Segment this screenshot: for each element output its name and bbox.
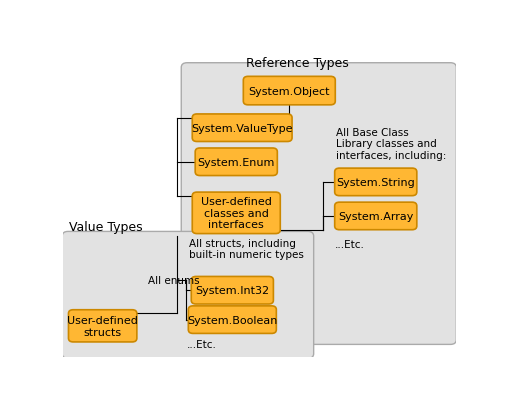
Text: System.Array: System.Array	[338, 211, 413, 221]
FancyBboxPatch shape	[192, 192, 280, 234]
FancyBboxPatch shape	[335, 169, 417, 196]
FancyBboxPatch shape	[188, 306, 276, 334]
FancyBboxPatch shape	[182, 63, 456, 344]
Text: System.Boolean: System.Boolean	[187, 315, 277, 325]
Text: ...Etc.: ...Etc.	[335, 239, 365, 249]
Text: Reference Types: Reference Types	[246, 57, 348, 69]
Text: All structs, including
built-in numeric types: All structs, including built-in numeric …	[189, 238, 304, 259]
Text: All enums: All enums	[148, 275, 199, 285]
FancyBboxPatch shape	[195, 149, 277, 176]
Text: Value Types: Value Types	[69, 221, 142, 234]
Text: All Base Class
Library classes and
interfaces, including:: All Base Class Library classes and inter…	[337, 127, 447, 160]
FancyBboxPatch shape	[68, 310, 137, 342]
Text: System.Int32: System.Int32	[195, 286, 269, 296]
Text: System.Enum: System.Enum	[198, 157, 275, 167]
FancyBboxPatch shape	[62, 232, 314, 358]
Text: System.String: System.String	[336, 178, 415, 187]
Text: System.Object: System.Object	[248, 86, 330, 96]
FancyBboxPatch shape	[335, 203, 417, 230]
FancyBboxPatch shape	[191, 277, 273, 304]
FancyBboxPatch shape	[192, 115, 292, 142]
FancyBboxPatch shape	[243, 77, 335, 105]
Text: User-defined
structs: User-defined structs	[67, 315, 138, 337]
Text: System.ValueType: System.ValueType	[192, 124, 293, 134]
Text: User-defined
classes and
interfaces: User-defined classes and interfaces	[201, 197, 272, 230]
Text: ...Etc.: ...Etc.	[187, 340, 217, 350]
